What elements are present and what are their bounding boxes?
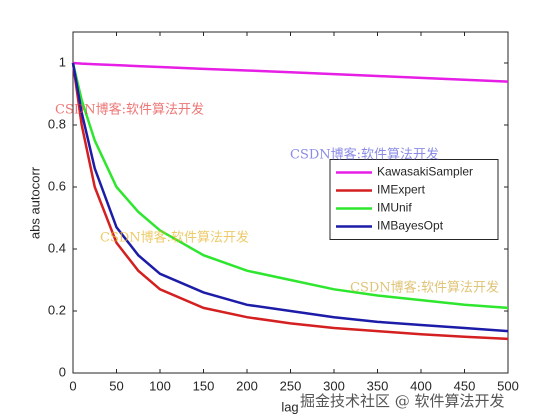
x-tick-label: 500 [497, 378, 519, 393]
x-tick-label: 200 [236, 378, 258, 393]
x-tick-label: 300 [323, 378, 345, 393]
x-tick-label: 150 [193, 378, 215, 393]
series-line [71, 62, 509, 310]
y-tick-label: 0.4 [48, 240, 66, 255]
x-tick-label: 450 [454, 378, 476, 393]
y-tick-label: 1 [59, 54, 66, 69]
series-line [72, 61, 509, 83]
x-tick-label: 50 [109, 378, 123, 393]
watermark: CSDN博客:软件算法开发 [55, 102, 204, 118]
y-tick-label: 0.6 [48, 178, 66, 193]
series-line [71, 62, 509, 341]
legend-label: KawasakiSampler [377, 165, 473, 179]
y-axis-label: abs autocorr [27, 166, 42, 239]
watermark: CSDN博客:软件算法开发 [350, 280, 499, 296]
watermark: CSDN博客:软件算法开发 [290, 147, 439, 163]
y-tick-label: 0 [59, 364, 66, 379]
watermark: 掘金技术社区 @ 软件算法开发 [300, 392, 505, 410]
legend-label: IMExpert [377, 183, 426, 197]
y-tick-label: 0.2 [48, 302, 66, 317]
series-line [71, 62, 509, 333]
x-tick-label: 100 [149, 378, 171, 393]
x-tick-label: 250 [280, 378, 302, 393]
x-axis-label: lag [281, 399, 298, 414]
legend-label: IMUnif [377, 201, 412, 215]
legend-label: IMBayesOpt [377, 219, 444, 233]
y-tick-label: 0.8 [48, 116, 66, 131]
x-tick-label: 0 [69, 378, 76, 393]
x-tick-label: 350 [367, 378, 389, 393]
x-tick-label: 400 [410, 378, 432, 393]
watermark: CSDN博客:软件算法开发 [100, 230, 249, 246]
